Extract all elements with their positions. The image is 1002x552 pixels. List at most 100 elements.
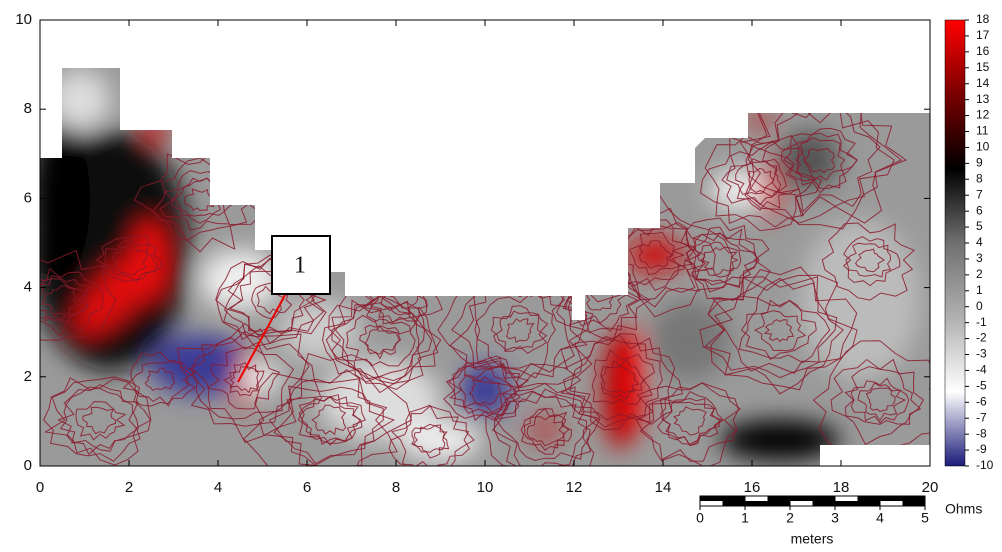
contour-line	[43, 377, 152, 462]
contour-line	[857, 382, 907, 422]
colorbar-tick-label: -10	[976, 458, 994, 472]
scale-bar-tick-label: 5	[921, 510, 929, 526]
scale-bar-segment	[835, 501, 880, 506]
colorbar-tick-label: -2	[976, 331, 987, 345]
contour-line	[726, 158, 787, 206]
contour-line	[639, 239, 674, 270]
contour-line	[325, 299, 425, 383]
annotation-label: 1	[294, 253, 306, 279]
y-tick-label: 6	[24, 189, 32, 206]
scale-bar-label: meters	[791, 531, 834, 547]
scale-bar-segment	[812, 501, 835, 506]
colorbar-tick-label: -4	[976, 363, 987, 377]
contour-line	[845, 242, 892, 278]
annotation-box	[271, 235, 331, 295]
contour-line	[229, 366, 260, 394]
contour-line	[101, 240, 158, 283]
contour-line	[738, 297, 831, 364]
colorbar-tick-label: 8	[976, 171, 983, 185]
scale-bar-segment	[880, 496, 925, 501]
contour-line	[783, 132, 858, 189]
x-tick-label: 16	[744, 479, 761, 496]
x-tick-label: 12	[566, 479, 583, 496]
contour-line	[490, 305, 549, 355]
colorbar-tick-label: 12	[976, 108, 990, 122]
colorbar-tick-label: 6	[976, 203, 983, 217]
contour-line	[298, 395, 366, 444]
x-tick-label: 10	[477, 479, 494, 496]
contour-line	[334, 300, 420, 385]
contour-line	[40, 274, 90, 321]
colorbar-tick-label: 4	[976, 235, 983, 249]
y-tick-label: 8	[24, 100, 32, 117]
contour-line	[721, 147, 800, 211]
contour-line	[699, 136, 823, 228]
contour-line	[865, 387, 896, 412]
contour-line	[707, 266, 858, 391]
colorbar-tick-label: -5	[976, 379, 987, 393]
contour-line	[656, 390, 724, 445]
scale-bar-segment	[700, 496, 745, 501]
colorbar-tick-label: -8	[976, 426, 987, 440]
colorbar-tick-label: -3	[976, 347, 987, 361]
scale-bar-tick-label: 4	[876, 510, 884, 526]
contour-line	[190, 330, 310, 427]
contour-line	[523, 408, 573, 451]
colorbar-tick-label: 2	[976, 267, 983, 281]
scale-bar-segment	[902, 501, 925, 506]
colorbar-tick-label: 0	[976, 299, 983, 313]
contour-line	[700, 246, 739, 276]
contour-line	[762, 104, 881, 213]
contour-line	[144, 367, 175, 392]
contour-line	[41, 284, 78, 316]
x-tick-label: 4	[214, 479, 222, 496]
contour-line	[494, 388, 591, 462]
contour-line	[713, 277, 838, 375]
colorbar-tick-label: 15	[976, 60, 990, 74]
colorbar-tick-label: 16	[976, 44, 990, 58]
contour-line	[753, 310, 807, 352]
contour-line	[331, 295, 433, 380]
scale-bar-tick-label: 0	[696, 510, 704, 526]
colorbar-tick-label: 5	[976, 219, 983, 233]
contour-line	[745, 102, 895, 218]
x-tick-label: 2	[125, 479, 133, 496]
contour-line	[222, 361, 265, 397]
colorbar	[944, 19, 966, 467]
contour-line	[520, 408, 570, 455]
contour-line	[391, 405, 475, 466]
contour-line	[388, 404, 471, 466]
contour-line	[75, 401, 127, 441]
x-tick-label: 0	[36, 479, 44, 496]
contour-line	[345, 314, 416, 367]
contour-line	[258, 369, 388, 466]
colorbar-tick-label: 17	[976, 28, 990, 42]
contour-line	[740, 299, 817, 361]
colorbar-tick-label: 18	[976, 12, 990, 26]
colorbar-tick-label: 11	[976, 124, 989, 138]
contour-line	[506, 318, 535, 343]
contour-line	[243, 352, 412, 466]
contour-line	[131, 359, 189, 407]
contour-line	[668, 217, 771, 301]
contour-line	[364, 325, 400, 355]
contour-line	[639, 382, 742, 462]
colorbar-tick-label: 7	[976, 187, 983, 201]
contour-line	[311, 404, 347, 436]
contour-line	[763, 319, 795, 343]
scale-bar-segment	[790, 496, 835, 501]
contour-line	[57, 384, 139, 456]
contour-line	[629, 231, 686, 276]
contour-line	[40, 249, 117, 341]
contour-line	[795, 137, 846, 182]
annotation-leader	[237, 281, 293, 383]
scale-bar-tick-label: 3	[831, 510, 839, 526]
contour-line	[40, 267, 104, 338]
contour-line	[473, 284, 575, 379]
contour-line	[843, 236, 901, 287]
colorbar-tick-label: -7	[976, 410, 987, 424]
y-tick-label: 4	[24, 279, 32, 296]
colorbar-tick-label: -9	[976, 442, 987, 456]
colorbar-tick-label: -1	[976, 315, 987, 329]
colorbar-tick-label: 10	[976, 140, 990, 154]
